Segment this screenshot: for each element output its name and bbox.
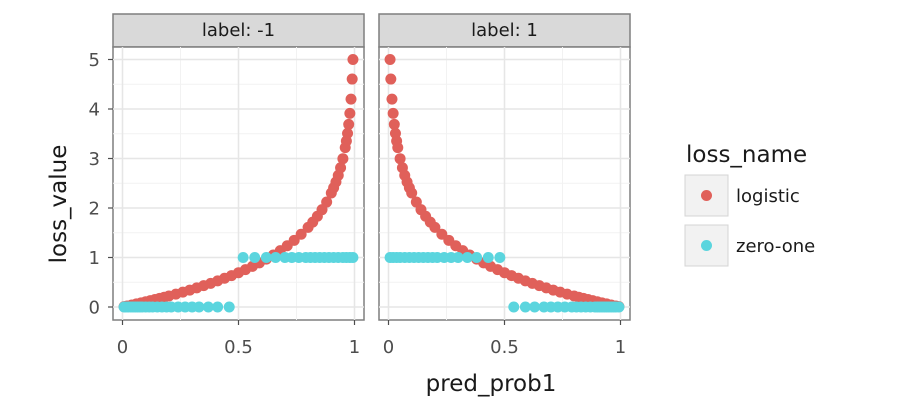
point-logistic bbox=[344, 107, 356, 119]
point-logistic bbox=[346, 73, 358, 85]
y-tick-label: 4 bbox=[89, 100, 100, 121]
y-axis-ticks: 0 1 2 3 4 5 bbox=[89, 50, 113, 319]
legend-marker-zero-one bbox=[701, 240, 712, 251]
point-logistic bbox=[337, 153, 349, 165]
x-tick-label: 0.5 bbox=[224, 337, 253, 358]
x-tick-label: 1 bbox=[615, 337, 626, 358]
legend-title: loss_name bbox=[686, 142, 807, 168]
facet-panel-label-neg1: label: -1 0 0.5 1 bbox=[112, 13, 365, 358]
point-zero-one bbox=[519, 301, 531, 313]
point-zero-one bbox=[347, 252, 359, 263]
point-zero-one bbox=[482, 252, 494, 263]
point-logistic bbox=[392, 142, 404, 154]
y-tick-label: 0 bbox=[89, 298, 100, 319]
point-logistic bbox=[321, 196, 333, 208]
point-logistic bbox=[335, 162, 347, 174]
point-zero-one bbox=[494, 252, 506, 263]
legend-label-zero-one: zero-one bbox=[736, 236, 815, 257]
facet-strip-label: label: -1 bbox=[202, 20, 275, 41]
point-logistic bbox=[384, 54, 396, 65]
point-logistic bbox=[295, 228, 307, 240]
legend-marker-logistic bbox=[701, 190, 712, 201]
point-zero-one bbox=[270, 252, 282, 263]
x-tick-label: 0 bbox=[383, 337, 394, 358]
point-zero-one bbox=[613, 301, 625, 313]
x-axis-title: pred_prob1 bbox=[426, 371, 557, 397]
x-tick-label: 0 bbox=[117, 337, 128, 358]
point-logistic bbox=[388, 118, 400, 130]
point-zero-one bbox=[212, 301, 224, 313]
point-zero-one bbox=[529, 301, 541, 313]
point-zero-one bbox=[193, 301, 205, 313]
point-logistic bbox=[429, 221, 441, 233]
point-logistic bbox=[406, 187, 418, 199]
x-tick-label: 0.5 bbox=[490, 337, 519, 358]
point-logistic bbox=[347, 54, 359, 65]
y-tick-label: 1 bbox=[89, 248, 100, 269]
point-zero-one bbox=[202, 301, 214, 313]
point-zero-one bbox=[508, 301, 520, 313]
point-zero-one bbox=[260, 252, 272, 263]
facet-panel-label-1: label: 1 0 0.5 1 bbox=[378, 13, 631, 358]
facet-strip-background bbox=[378, 13, 631, 48]
y-axis-title: loss_value bbox=[46, 145, 72, 264]
facet-strip-background bbox=[112, 13, 365, 48]
point-logistic bbox=[345, 93, 357, 105]
point-zero-one bbox=[461, 252, 473, 263]
panel-marks bbox=[118, 54, 359, 313]
point-zero-one bbox=[452, 252, 464, 263]
point-logistic bbox=[387, 107, 399, 119]
y-tick-label: 2 bbox=[89, 199, 100, 220]
facet-strip-label: label: 1 bbox=[471, 20, 538, 41]
x-axis-ticks: 0 0.5 1 bbox=[383, 320, 626, 358]
point-logistic bbox=[385, 73, 397, 85]
legend: loss_name logistic zero-one bbox=[684, 142, 815, 267]
panel-marks bbox=[384, 54, 625, 313]
x-axis-ticks: 0 0.5 1 bbox=[117, 320, 360, 358]
point-logistic bbox=[386, 93, 398, 105]
point-logistic bbox=[342, 127, 354, 139]
y-tick-label: 3 bbox=[89, 149, 100, 170]
legend-label-logistic: logistic bbox=[736, 186, 800, 207]
point-logistic bbox=[394, 153, 406, 165]
point-zero-one bbox=[471, 252, 483, 263]
point-zero-one bbox=[249, 252, 261, 263]
point-logistic bbox=[343, 118, 355, 130]
point-zero-one bbox=[223, 301, 235, 313]
point-zero-one bbox=[237, 252, 249, 263]
y-tick-label: 5 bbox=[89, 50, 100, 71]
x-tick-label: 1 bbox=[349, 337, 360, 358]
